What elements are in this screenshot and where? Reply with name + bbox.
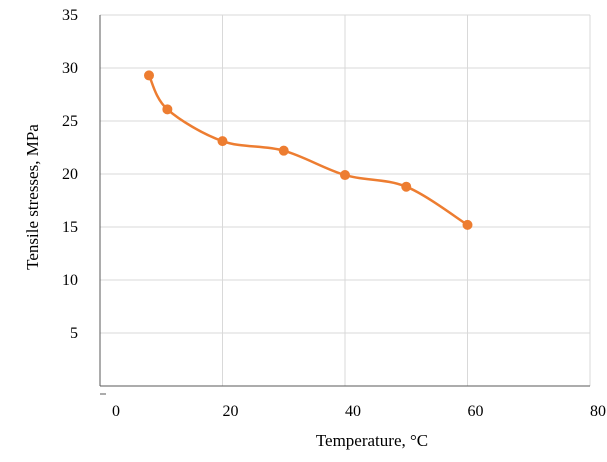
y-tick-label-25: 25 [62, 113, 78, 130]
x-tick-label-40: 40 [345, 403, 361, 420]
x-tick-label-0: 0 [112, 403, 120, 420]
x-tick-label-20: 20 [223, 403, 239, 420]
data-point-2 [217, 136, 228, 147]
data-point-6 [462, 219, 473, 230]
data-point-4 [340, 170, 350, 181]
y-axis-title: Tensile stresses, MPa [23, 124, 42, 270]
y-tick-label-30: 30 [62, 60, 78, 77]
y-tick-label-35: 35 [62, 7, 78, 24]
data-point-3 [278, 145, 289, 156]
data-point-5 [401, 181, 412, 192]
grid [100, 14, 591, 386]
x-tick-label-60: 60 [468, 403, 484, 420]
y-tick-label-20: 20 [62, 166, 78, 183]
data-point-1 [162, 104, 173, 115]
series-line-0 [147, 74, 469, 226]
y-tick-label-10: 10 [62, 272, 78, 289]
axes [99, 15, 590, 395]
x-axis-title: Temperature, °C [316, 431, 428, 450]
y-tick-label-5: 5 [70, 325, 78, 342]
labels: 5 10 15 20 25 30 35 0 20 40 60 80 [62, 7, 606, 420]
series [144, 70, 473, 230]
y-tick-label-15: 15 [62, 219, 78, 236]
x-tick-label-80: 80 [590, 403, 606, 420]
data-point-0 [144, 70, 154, 81]
